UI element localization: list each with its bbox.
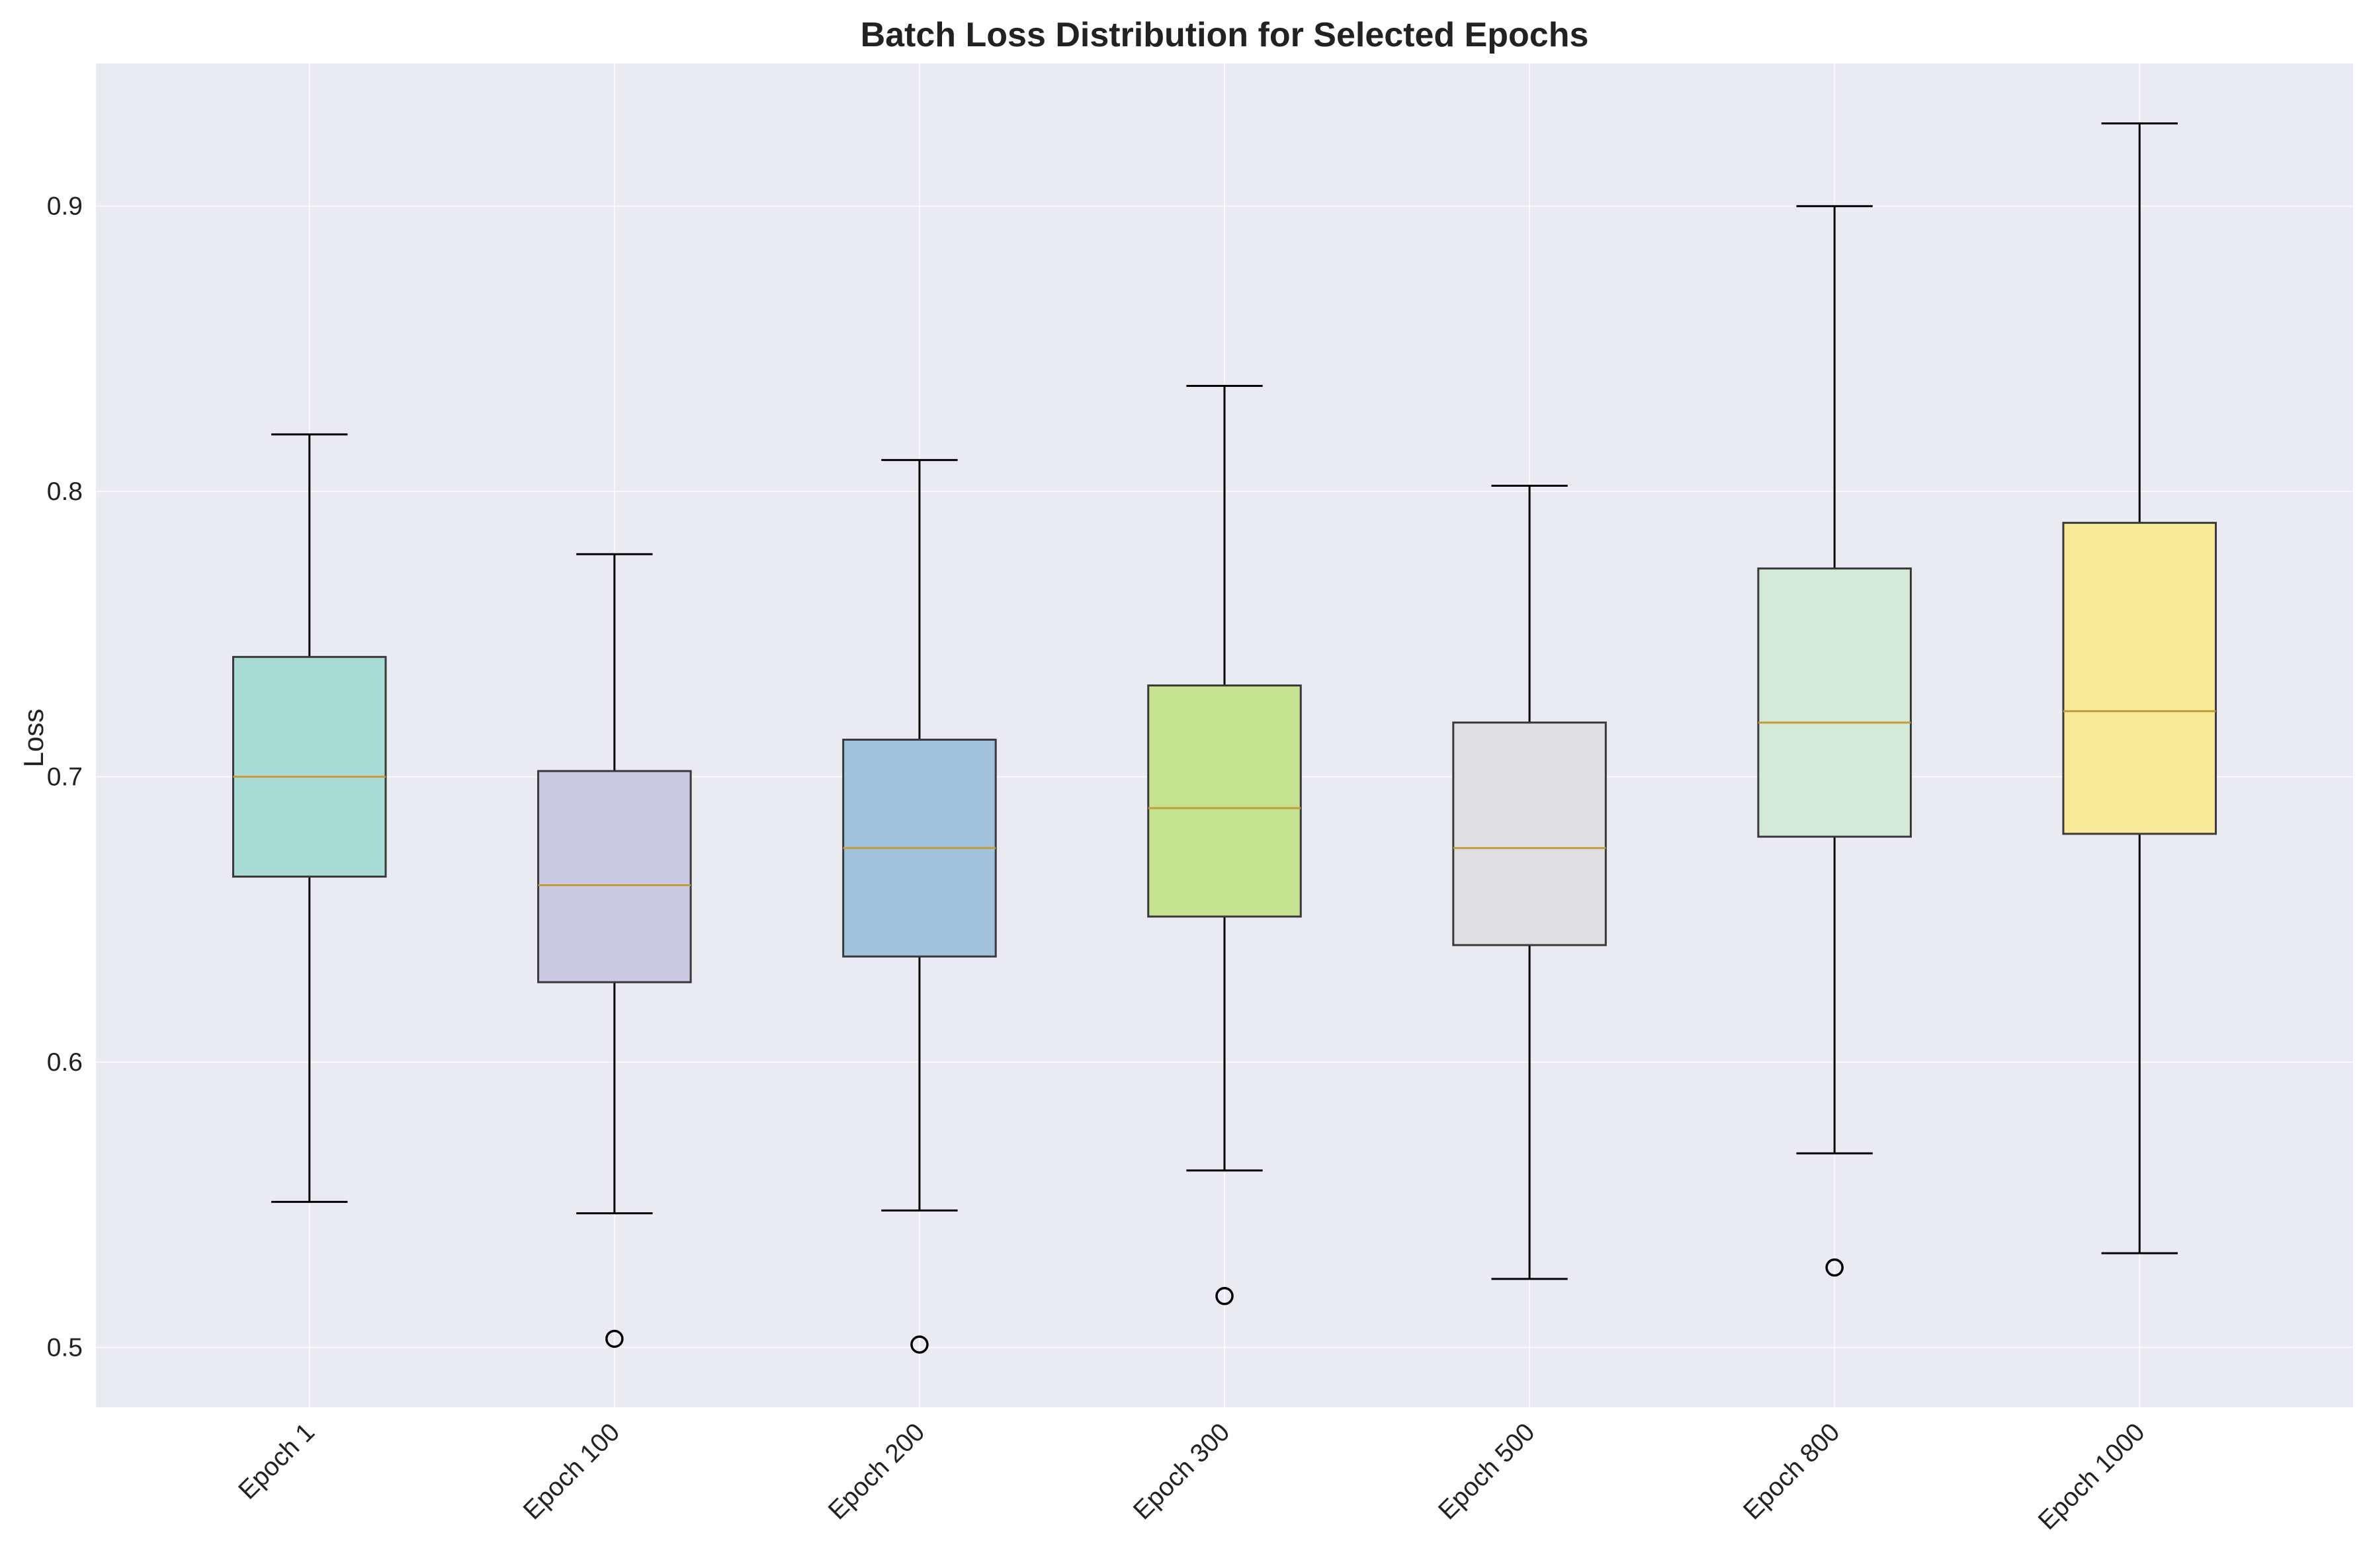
x-axis-ticks: Epoch 1 Epoch 100 Epoch 200 Epoch 300 Epoch … xyxy=(234,1418,2151,1536)
x-tick-label: Epoch 500 xyxy=(1433,1418,1540,1525)
outlier-point xyxy=(1825,1258,1844,1277)
iqr-box xyxy=(232,655,387,878)
box-epoch-200 xyxy=(842,459,997,1354)
outlier-point xyxy=(605,1329,624,1348)
iqr-box xyxy=(2062,522,2217,835)
y-tick-label: 0.9 xyxy=(47,192,83,221)
x-tick-label: Epoch 1 xyxy=(234,1418,321,1505)
iqr-box xyxy=(1757,567,1912,838)
box-epoch-300 xyxy=(1147,385,1302,1305)
y-tick-label: 0.8 xyxy=(47,477,83,506)
y-axis-label: Loss xyxy=(18,709,49,768)
outlier-point xyxy=(910,1335,929,1354)
x-tick-label: Epoch 100 xyxy=(518,1418,625,1525)
box-epoch-1000 xyxy=(2062,122,2217,1255)
iqr-box xyxy=(1147,684,1302,918)
y-tick-label: 0.7 xyxy=(47,763,83,792)
boxes xyxy=(232,122,2217,1354)
x-tick-label: Epoch 800 xyxy=(1738,1418,1845,1525)
outlier-point xyxy=(1215,1286,1234,1305)
y-axis-ticks: 0.5 0.6 0.7 0.8 0.9 xyxy=(47,192,83,1362)
box-epoch-100 xyxy=(537,553,692,1348)
y-tick-label: 0.6 xyxy=(47,1048,83,1077)
iqr-box xyxy=(1452,722,1607,946)
y-tick-label: 0.5 xyxy=(47,1333,83,1362)
x-tick-label: Epoch 300 xyxy=(1128,1418,1235,1525)
box-epoch-800 xyxy=(1757,205,1912,1277)
x-tick-label: Epoch 200 xyxy=(823,1418,930,1525)
iqr-box xyxy=(537,770,692,983)
x-tick-label: Epoch 1000 xyxy=(2033,1418,2151,1536)
chart-title: Batch Loss Distribution for Selected Epo… xyxy=(861,16,1589,54)
box-epoch-1 xyxy=(232,433,387,1203)
box-epoch-500 xyxy=(1452,485,1607,1280)
